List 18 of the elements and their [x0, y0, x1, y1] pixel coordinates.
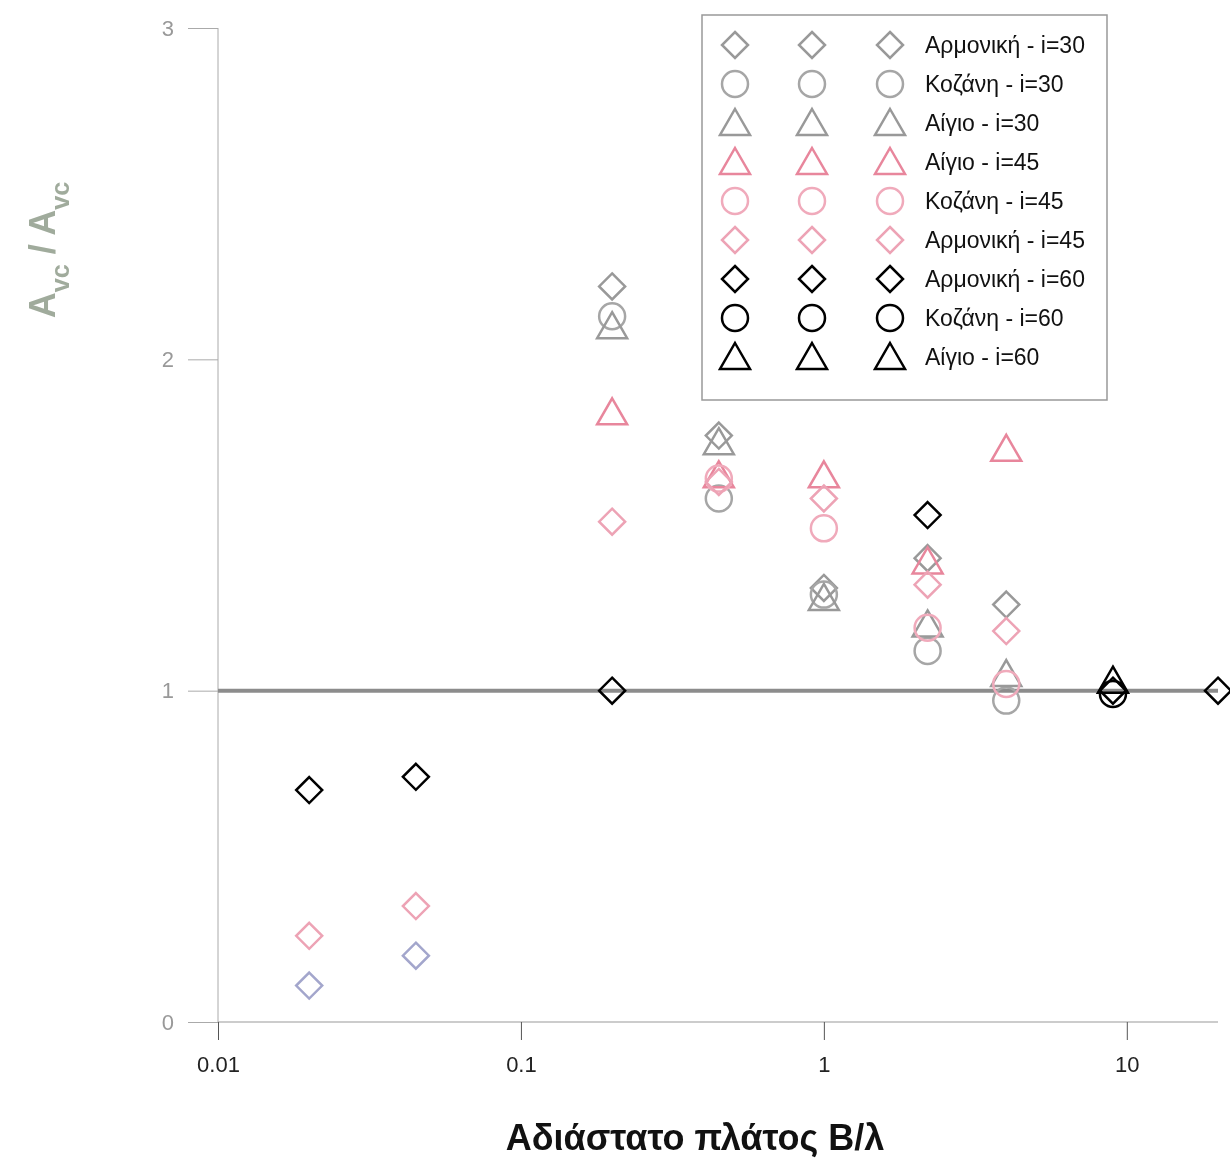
legend-label: Αρμονική - i=30 [925, 32, 1085, 58]
legend-label: Αίγιο - i=60 [925, 344, 1040, 370]
legend-label: Αρμονική - i=60 [925, 266, 1085, 292]
y-tick-label: 0 [161, 1009, 174, 1035]
x-axis-title: Αδιάστατο πλάτος Β/λ [505, 1117, 885, 1158]
x-tick-label: 10 [1115, 1051, 1140, 1077]
legend-label: Αίγιο - i=45 [925, 149, 1040, 175]
legend-label: Κοζάνη - i=60 [925, 305, 1064, 331]
legend-label: Κοζάνη - i=30 [925, 71, 1064, 97]
x-tick-label: 0.1 [506, 1051, 537, 1077]
y-tick-label: 1 [161, 678, 174, 704]
legend-label: Κοζάνη - i=45 [925, 188, 1064, 214]
y-tick-label: 3 [161, 15, 174, 41]
legend-label: Αίγιο - i=30 [925, 110, 1040, 136]
legend-label: Αρμονική - i=45 [925, 227, 1085, 253]
x-tick-label: 1 [818, 1051, 831, 1077]
y-tick-label: 2 [161, 346, 174, 372]
x-tick-label: 0.01 [197, 1051, 240, 1077]
